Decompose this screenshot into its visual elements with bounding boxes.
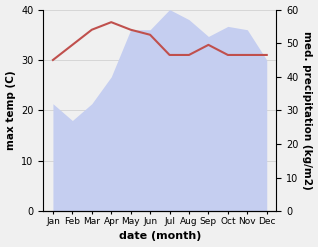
Y-axis label: med. precipitation (kg/m2): med. precipitation (kg/m2) bbox=[302, 31, 313, 190]
Y-axis label: max temp (C): max temp (C) bbox=[5, 71, 16, 150]
X-axis label: date (month): date (month) bbox=[119, 231, 201, 242]
